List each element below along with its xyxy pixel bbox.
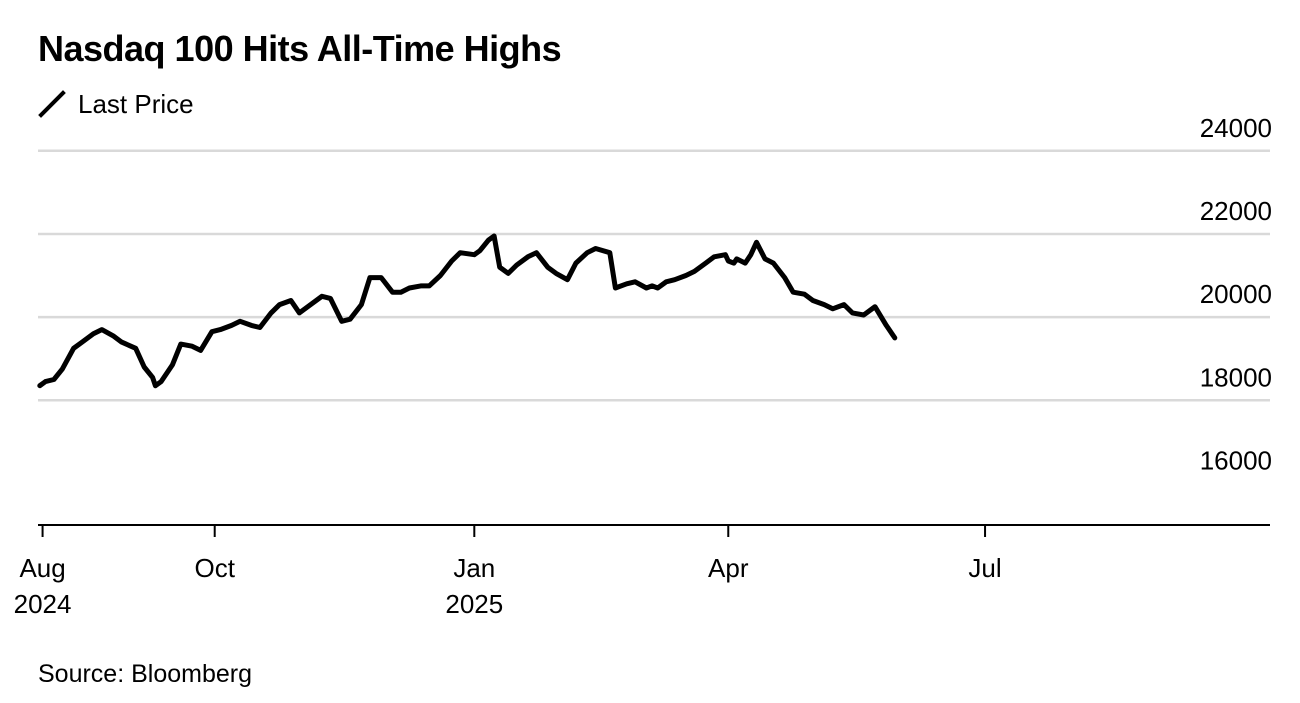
x-tick-label: Apr (708, 553, 749, 583)
x-tick-label: Jan (453, 553, 495, 583)
y-tick-label: 16000 (1200, 445, 1272, 475)
x-tick-sublabel: 2024 (14, 589, 72, 619)
legend: Last Price (38, 88, 194, 120)
series-line-last-price (37, 233, 898, 389)
legend-label: Last Price (78, 88, 194, 119)
y-axis-ticks: 16000 18000 20000 22000 24000 (1200, 113, 1272, 476)
y-tick-label: 18000 (1200, 362, 1272, 392)
legend-line-swatch-icon (38, 90, 66, 118)
y-tick-label: 20000 (1200, 279, 1272, 309)
x-tick-label: Oct (194, 553, 235, 583)
x-tick-label: Aug (19, 553, 65, 583)
y-tick-label: 22000 (1200, 196, 1272, 226)
source-note: Source: Bloomberg (38, 660, 253, 688)
x-axis-ticks: Aug 2024 Oct Jan 2025 Apr Jul (14, 525, 1002, 619)
gridlines (38, 149, 1270, 402)
x-tick-sublabel: 2025 (445, 589, 503, 619)
x-tick-label: Jul (968, 553, 1001, 583)
y-tick-label: 24000 (1200, 113, 1272, 143)
chart-title: Nasdaq 100 Hits All-Time Highs (38, 28, 562, 69)
